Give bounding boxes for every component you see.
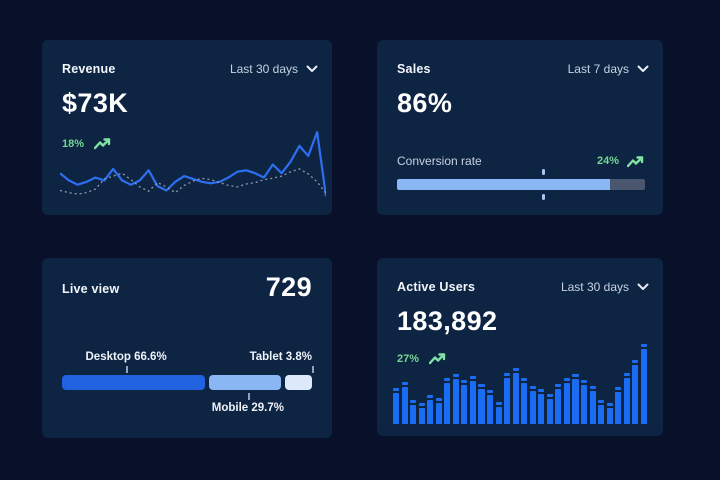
- stack-segment-tablet: [284, 375, 312, 390]
- desktop-share-label: Desktop 66.6%: [85, 351, 167, 363]
- bar: [435, 398, 442, 424]
- bar: [640, 344, 647, 424]
- revenue-line-chart: [60, 130, 326, 202]
- device-share-stacked-bar: [62, 375, 312, 390]
- revenue-value: $73K: [62, 88, 129, 118]
- live-view-card-title: Live view: [62, 282, 120, 296]
- bar: [495, 401, 502, 424]
- sales-card-title: Sales: [397, 62, 431, 76]
- conversion-progress-bar: [397, 179, 645, 190]
- bar: [529, 385, 536, 424]
- revenue-delta: 18%: [62, 137, 85, 150]
- sales-delta: 24%: [596, 155, 619, 167]
- bar: [478, 384, 485, 424]
- chevron-down-icon: [637, 283, 649, 290]
- sales-value: 86%: [397, 88, 453, 118]
- bar: [410, 400, 417, 424]
- bar: [563, 377, 570, 424]
- bar: [504, 372, 511, 424]
- progress-target-marker: [541, 194, 545, 200]
- trend-up-icon: [627, 155, 644, 167]
- stack-segment-desktop: [62, 375, 205, 390]
- tablet-share-label: Tablet 3.8%: [249, 351, 312, 363]
- active-users-card: Active Users Last 30 days 183,892 27%: [377, 258, 663, 436]
- bar: [538, 388, 545, 424]
- bar: [452, 374, 459, 424]
- bar: [487, 390, 494, 424]
- active-users-range-select[interactable]: Last 30 days: [561, 280, 649, 294]
- trend-up-icon: [94, 138, 111, 150]
- active-users-delta: 27%: [397, 352, 420, 365]
- mobile-label-tick: [247, 393, 250, 400]
- trend-up-icon: [429, 353, 446, 365]
- live-view-card: Live view 729 Desktop 66.6% Tablet 3.8% …: [42, 258, 332, 438]
- revenue-range-label: Last 30 days: [229, 62, 298, 76]
- desktop-label-tick: [126, 366, 129, 373]
- bar: [469, 376, 476, 424]
- bar: [598, 400, 605, 424]
- sales-range-label: Last 7 days: [567, 62, 629, 76]
- conversion-rate-label: Conversion rate: [397, 154, 482, 168]
- bar: [581, 380, 588, 424]
- conversion-progress-fill: [397, 179, 611, 190]
- revenue-card-title: Revenue: [62, 62, 116, 76]
- chevron-down-icon: [306, 65, 318, 72]
- bar: [521, 377, 528, 424]
- stack-segment-mobile: [208, 375, 281, 390]
- sales-range-select[interactable]: Last 7 days: [568, 62, 649, 76]
- revenue-range-select[interactable]: Last 30 days: [230, 62, 318, 76]
- bar: [572, 374, 579, 424]
- bar: [615, 387, 622, 424]
- active-users-card-title: Active Users: [397, 280, 476, 294]
- mobile-share-label: Mobile 29.7%: [211, 402, 284, 414]
- tablet-label-tick: [311, 366, 314, 373]
- sales-card: Sales Last 7 days 86% Conversion rate 24…: [377, 40, 663, 215]
- bar: [623, 372, 630, 424]
- bar: [589, 385, 596, 424]
- bar: [418, 403, 425, 424]
- bar: [606, 403, 613, 424]
- live-view-value: 729: [265, 272, 312, 302]
- bar: [546, 393, 553, 424]
- bar: [427, 395, 434, 424]
- revenue-card: Revenue Last 30 days $73K 18%: [42, 40, 332, 215]
- active-users-value: 183,892: [397, 306, 498, 336]
- active-users-bar-chart: [393, 344, 647, 424]
- bar: [632, 360, 639, 424]
- bar: [461, 380, 468, 424]
- bar: [555, 384, 562, 424]
- active-users-range-label: Last 30 days: [560, 280, 629, 294]
- progress-target-marker: [541, 169, 545, 175]
- bar: [444, 377, 451, 424]
- bar: [401, 382, 408, 424]
- bar: [512, 368, 519, 424]
- bar: [393, 388, 400, 424]
- chevron-down-icon: [637, 65, 649, 72]
